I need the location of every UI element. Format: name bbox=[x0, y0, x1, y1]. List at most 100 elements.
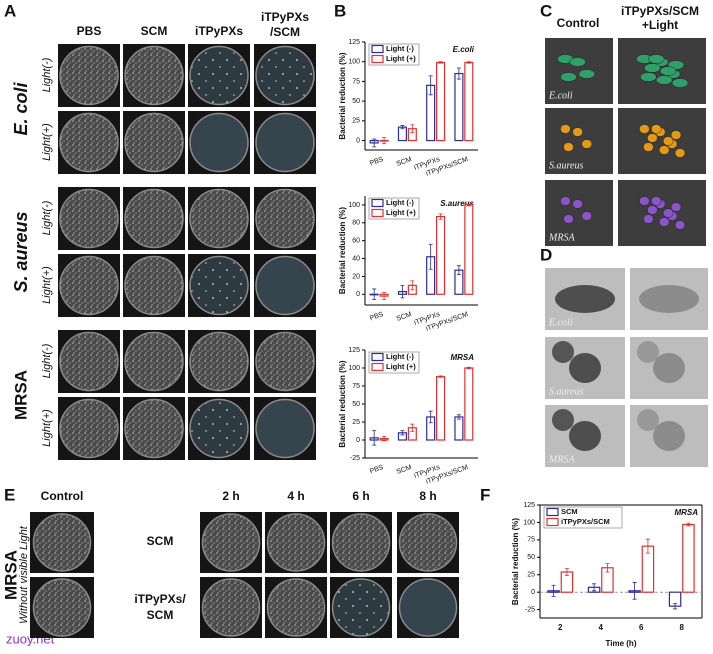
plate bbox=[124, 188, 184, 249]
bar bbox=[436, 376, 446, 441]
chart-title: MRSA bbox=[450, 353, 474, 362]
bar bbox=[436, 215, 446, 295]
column-header: 4 h bbox=[287, 489, 304, 503]
plate bbox=[255, 112, 315, 173]
chart-title: MRSA bbox=[674, 508, 698, 517]
condition-label: Light(-) bbox=[41, 200, 53, 235]
y-tick-label: 100 bbox=[348, 202, 360, 209]
legend-swatch bbox=[371, 198, 384, 208]
species-label: S. aureus bbox=[11, 211, 31, 292]
x-tick-label: PBS bbox=[369, 311, 385, 322]
legend-label: Light (+) bbox=[386, 54, 416, 63]
panel-label: C bbox=[540, 1, 552, 20]
error-bar bbox=[466, 203, 471, 207]
sem-image bbox=[545, 180, 613, 246]
x-tick-label: 6 bbox=[639, 623, 644, 632]
y-tick-label: 125 bbox=[348, 39, 360, 46]
label: Control bbox=[557, 16, 600, 30]
plate bbox=[201, 513, 261, 572]
legend-label: SCM bbox=[561, 507, 578, 516]
panel-label: A bbox=[4, 1, 16, 20]
bacteria bbox=[578, 69, 596, 79]
x-tick-label: 2 bbox=[558, 623, 563, 632]
x-tick-label: SCM bbox=[396, 464, 413, 476]
bar bbox=[397, 126, 407, 142]
error-bar bbox=[382, 136, 387, 145]
y-tick-label: 0 bbox=[356, 137, 360, 144]
error-bar bbox=[400, 430, 405, 436]
label: iTPyPXs bbox=[195, 24, 243, 38]
label: SCM bbox=[147, 534, 174, 548]
y-axis-title: Bacterial reduction (%) bbox=[338, 360, 347, 447]
legend-swatch bbox=[371, 362, 384, 372]
y-tick-label: -25 bbox=[525, 606, 535, 613]
bacteria bbox=[639, 124, 650, 134]
sem-image bbox=[545, 38, 613, 104]
cell bbox=[552, 409, 574, 431]
y-tick-label: 50 bbox=[352, 401, 360, 408]
bar bbox=[682, 523, 695, 593]
legend-box bbox=[543, 506, 623, 529]
y-tick-label: 25 bbox=[352, 419, 360, 426]
plate bbox=[201, 578, 261, 637]
plate bbox=[255, 398, 315, 459]
x-tick-label: 4 bbox=[599, 623, 604, 632]
panel-label: F bbox=[480, 485, 490, 504]
bacteria bbox=[648, 54, 665, 64]
cell bbox=[653, 421, 685, 451]
error-bar bbox=[400, 125, 405, 130]
cell bbox=[569, 353, 601, 383]
plate bbox=[331, 513, 391, 572]
legend-label: iTPyPXs/SCM bbox=[561, 517, 610, 526]
legend-swatch bbox=[371, 208, 384, 218]
bacteria bbox=[658, 217, 670, 227]
plate bbox=[189, 255, 249, 316]
condition-label: Light(+) bbox=[41, 123, 53, 161]
label: /SCM bbox=[270, 25, 300, 39]
plate bbox=[189, 188, 249, 249]
y-tick-label: 50 bbox=[352, 98, 360, 105]
label: PBS bbox=[77, 24, 102, 38]
x-tick-label: SCM bbox=[396, 311, 413, 323]
bar bbox=[464, 61, 474, 142]
image-label: S.aureus bbox=[549, 386, 583, 397]
bacteria bbox=[674, 148, 686, 158]
legend-swatch bbox=[371, 54, 384, 64]
label: SCM bbox=[141, 24, 168, 38]
bacteria bbox=[658, 145, 670, 155]
error-bar bbox=[564, 568, 569, 576]
image-label: MRSA bbox=[548, 232, 575, 243]
x-tick-label: 8 bbox=[680, 623, 685, 632]
plate bbox=[189, 398, 249, 459]
column-header: 8 h bbox=[419, 489, 436, 503]
plate bbox=[59, 398, 119, 459]
image-label: E.coli bbox=[548, 90, 573, 101]
y-tick-label: 50 bbox=[527, 554, 535, 561]
bacteria bbox=[671, 78, 689, 88]
error-bar bbox=[438, 213, 443, 220]
label: SCM bbox=[147, 608, 174, 622]
bacteria bbox=[643, 214, 654, 224]
legend-label: Light (-) bbox=[386, 198, 414, 207]
cell bbox=[555, 285, 615, 313]
y-tick-label: 100 bbox=[348, 59, 360, 66]
error-bar bbox=[410, 124, 415, 134]
bacteria bbox=[662, 208, 674, 218]
legend-swatch bbox=[371, 352, 384, 362]
error-bar bbox=[428, 410, 433, 424]
bacteria bbox=[644, 63, 661, 73]
y-tick-label: 100 bbox=[523, 519, 535, 526]
error-bar bbox=[438, 61, 443, 64]
bacteria bbox=[670, 130, 682, 140]
sem-image bbox=[545, 108, 613, 174]
sem-image bbox=[618, 108, 706, 174]
x-tick-label: SCM bbox=[396, 156, 413, 168]
condition-label: Light(-) bbox=[41, 343, 53, 378]
error-bar bbox=[632, 582, 637, 600]
error-bar bbox=[466, 366, 471, 370]
error-bar bbox=[372, 288, 377, 301]
legend-label: Light (-) bbox=[386, 352, 414, 361]
label: iTPyPXs/ bbox=[134, 592, 186, 606]
cell bbox=[569, 421, 601, 451]
legend-swatch bbox=[546, 517, 559, 527]
